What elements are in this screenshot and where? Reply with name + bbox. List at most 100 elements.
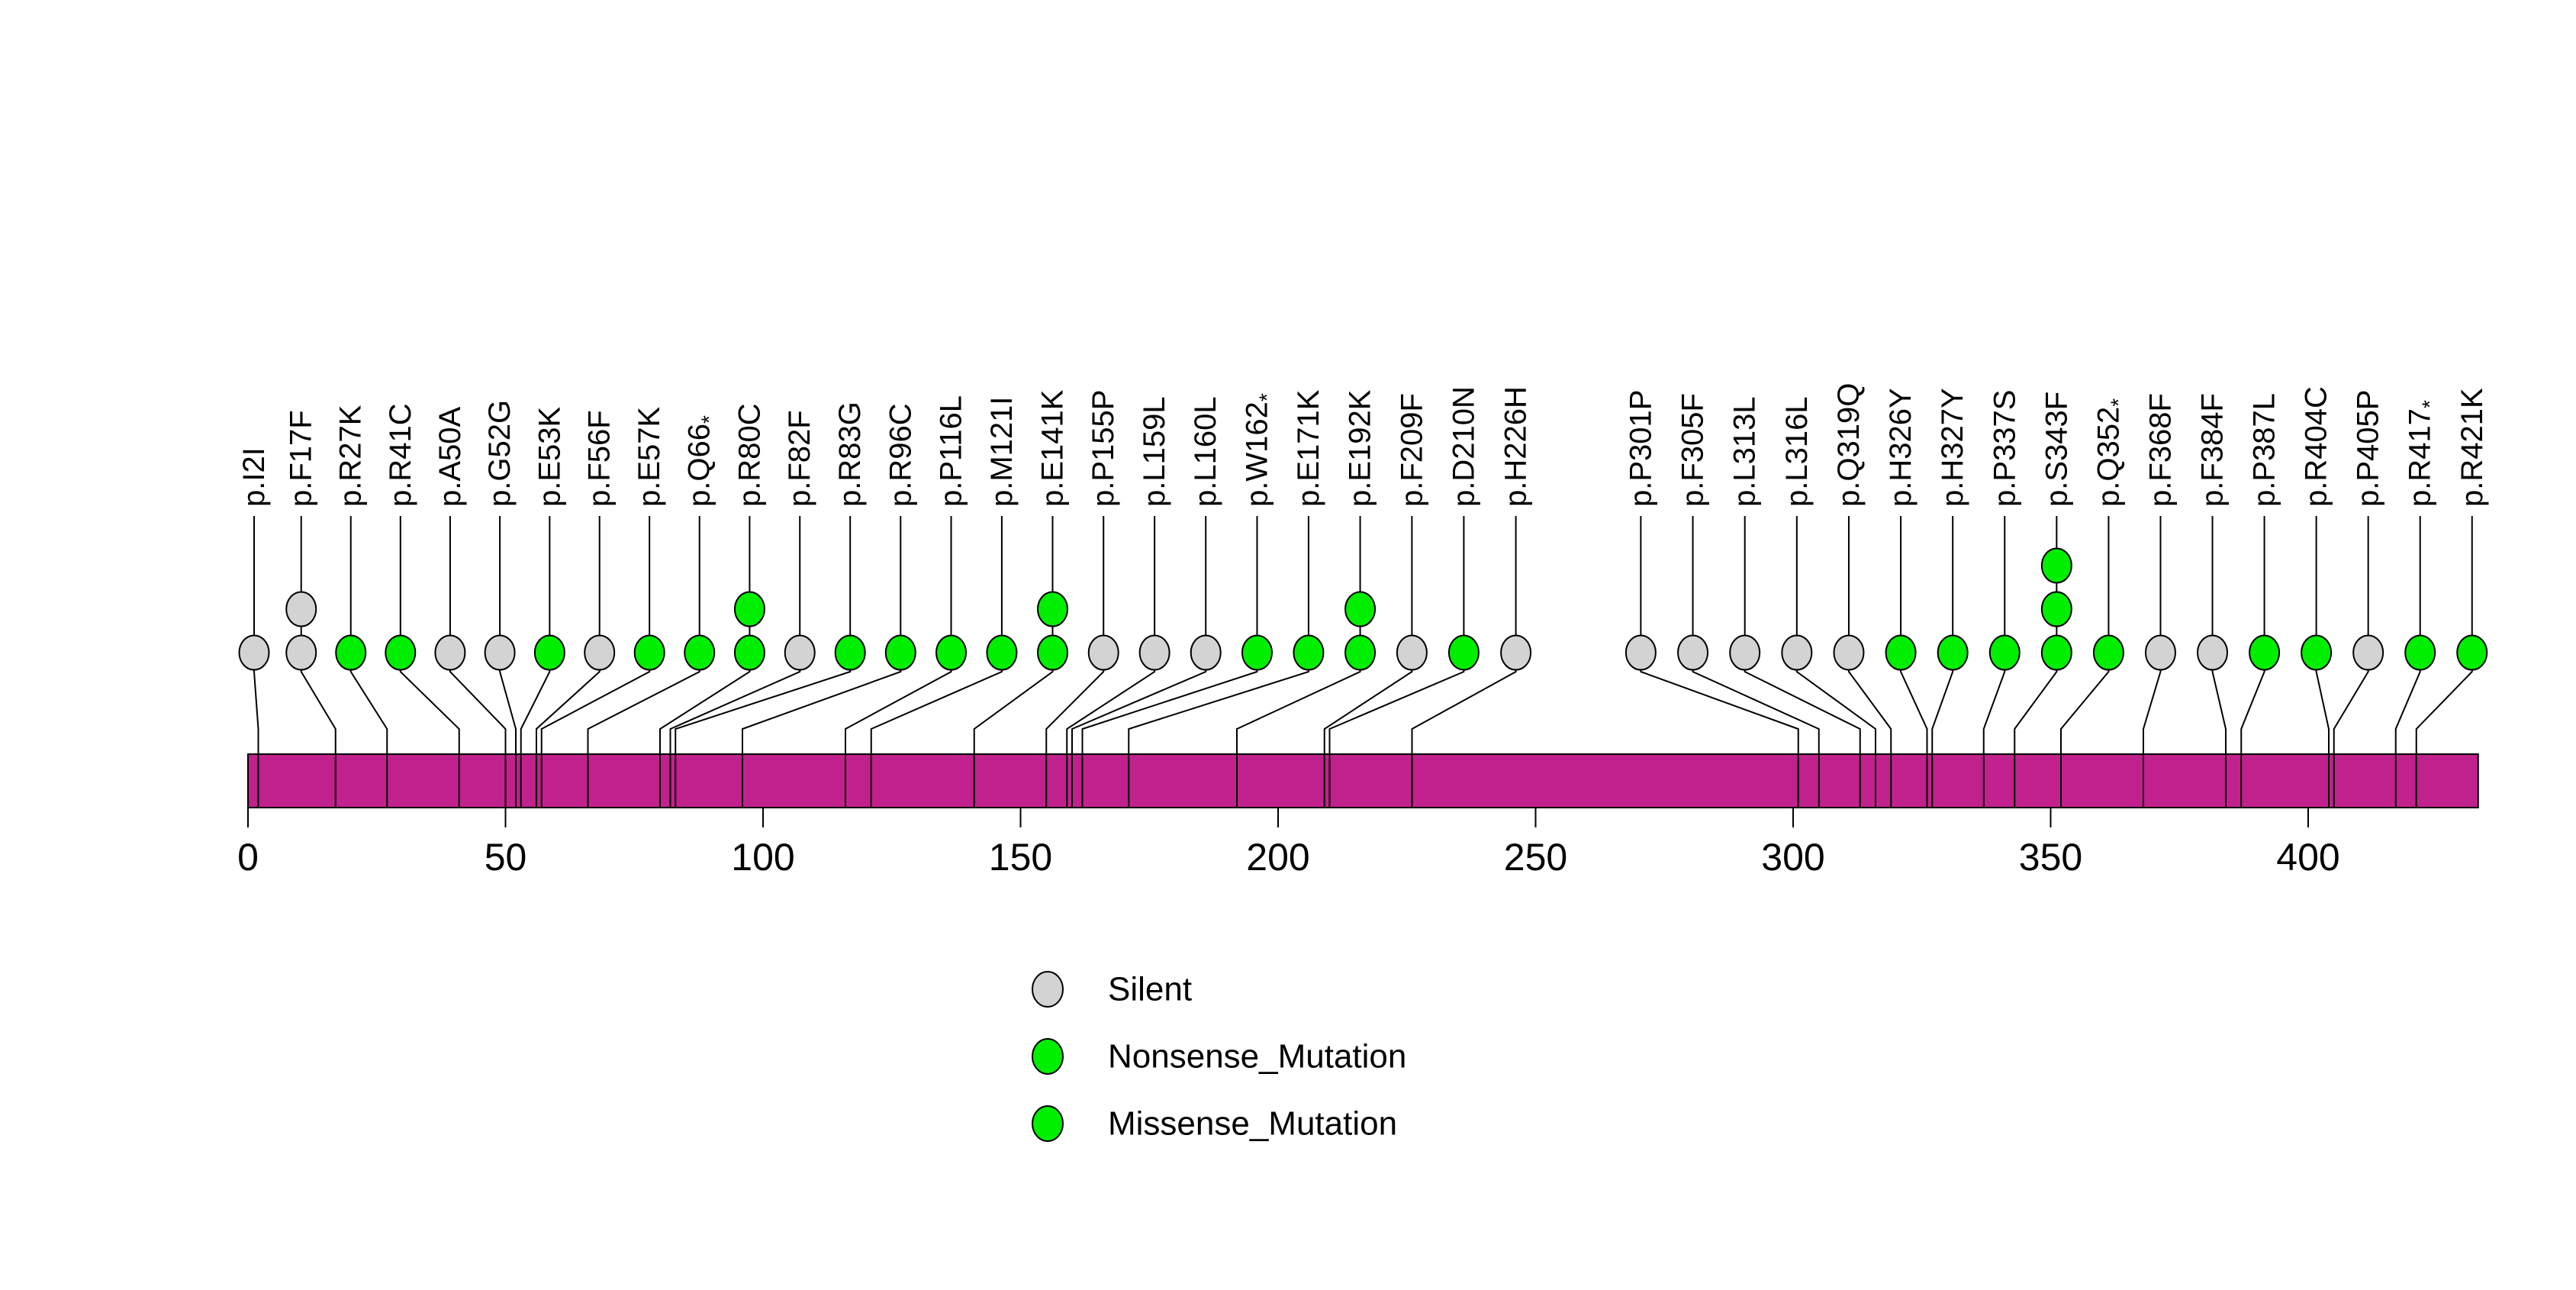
mutation-circle [2040,547,2072,584]
mutation-label: p.S343F [2040,392,2073,507]
mutation-circle [1677,634,1709,671]
mutation-label: p.R96C [884,403,917,507]
mutation-circle [2144,634,2176,671]
connector-line [1847,516,1892,808]
mutation-label: p.P155P [1087,390,1120,507]
legend-label: Nonsense_Mutation [1108,1038,1406,1076]
mutation-circle [2352,634,2384,671]
connector-line [1081,516,1258,808]
connector-line [845,516,952,808]
axis-tick-label: 400 [2276,836,2339,879]
mutation-label: p.R417* [2404,400,2442,507]
connector-line [253,516,259,808]
connector-line [1795,516,1876,808]
mutation-label: p.H327Y [1936,388,1969,507]
connector-line [399,516,460,808]
mutation-label: p.P116L [935,395,968,507]
mutation-circle [285,634,317,671]
mutation-label: p.R83G [833,402,867,507]
mutation-circle [1036,634,1068,671]
mutation-label: p.H226H [1499,386,1533,507]
mutation-label: p.L160L [1189,396,1222,507]
mutation-label: p.F384F [2196,393,2230,507]
mutation-label: p.E141K [1035,389,1069,507]
connector-line [1323,516,1413,808]
mutation-label: p.I2I [237,447,271,507]
connector-line [1045,516,1105,808]
connector-line [870,516,1003,808]
connector-line [2240,516,2265,808]
mutation-circle [1781,634,1813,671]
mutation-circle [1447,634,1480,671]
legend-swatch-missense_mutation [1032,1105,1064,1142]
mutation-circle [484,634,516,671]
mutation-circle [1624,634,1657,671]
mutation-circle [1729,634,1761,671]
mutation-label: p.M121I [985,396,1019,507]
mutation-label: p.R421K [2455,388,2489,507]
mutation-circle [2404,634,2436,671]
mutation-label: p.P405P [2352,390,2385,507]
connector-line [2415,516,2473,808]
connector-line [2211,516,2227,808]
connector-line [1640,516,1799,808]
axis-tick-label: 200 [1246,836,1309,879]
mutation-circle [285,591,317,627]
mutation-circle [2249,634,2281,671]
mutation-label: p.G52G [483,400,517,507]
connector-line [1328,516,1465,808]
legend-swatch-nonsense_mutation [1032,1038,1064,1075]
mutation-circle [1036,591,1068,627]
connector-line [1066,516,1156,808]
mutation-label: p.Q352* [2091,398,2130,507]
mutation-circle [2040,591,2072,627]
mutation-circle [1138,634,1170,671]
mutation-circle [1344,591,1377,627]
mutation-label: p.E192K [1344,389,1377,507]
legend-swatch-silent [1032,971,1064,1008]
connector-line [449,516,507,808]
mutation-label: p.F209F [1395,393,1428,507]
mutation-label: p.E171K [1292,389,1325,507]
mutation-label: p.R41C [384,403,417,507]
mutation-circle [385,634,417,671]
mutation-label: p.L313L [1728,396,1762,507]
mutation-circle [1344,634,1377,671]
mutation-label: p.Q319Q [1832,383,1866,507]
connector-line [669,516,801,808]
connector-line [2060,516,2110,808]
connector-line [1128,516,1309,808]
axis-tick-label: 150 [989,836,1052,879]
mutation-circle [2040,634,2072,671]
axis-tick-label: 100 [731,836,794,879]
connector-line [2143,516,2162,808]
mutation-label: p.W162* [1240,393,1278,507]
mutation-circle [1500,634,1532,671]
mutation-circle [2456,634,2488,671]
connector-line [1071,516,1207,808]
mutation-circle [533,634,565,671]
mutation-circle [733,634,765,671]
mutation-circle [784,634,816,671]
axis-tick-label: 50 [485,836,527,879]
mutation-circle [1988,634,2021,671]
mutation-label: p.F17F [285,410,318,507]
mutation-label: p.F56F [583,410,617,507]
mutation-label: p.F368F [2143,393,2177,507]
mutation-circle [684,634,716,671]
mutation-circle [986,634,1018,671]
connector-line [520,516,551,808]
mutation-label: p.F82F [783,410,816,507]
axis-tick-label: 250 [1504,836,1567,879]
mutation-label: p.P301P [1624,390,1657,507]
mutation-label: p.E57K [633,406,666,507]
mutation-circle [238,634,270,671]
mutation-circle [2301,634,2333,671]
mutation-circle [1087,634,1119,671]
connector-line [587,516,700,808]
mutation-circle [733,591,765,627]
mutation-label: p.H326Y [1884,388,1918,507]
mutation-label: p.R404C [2300,386,2333,507]
